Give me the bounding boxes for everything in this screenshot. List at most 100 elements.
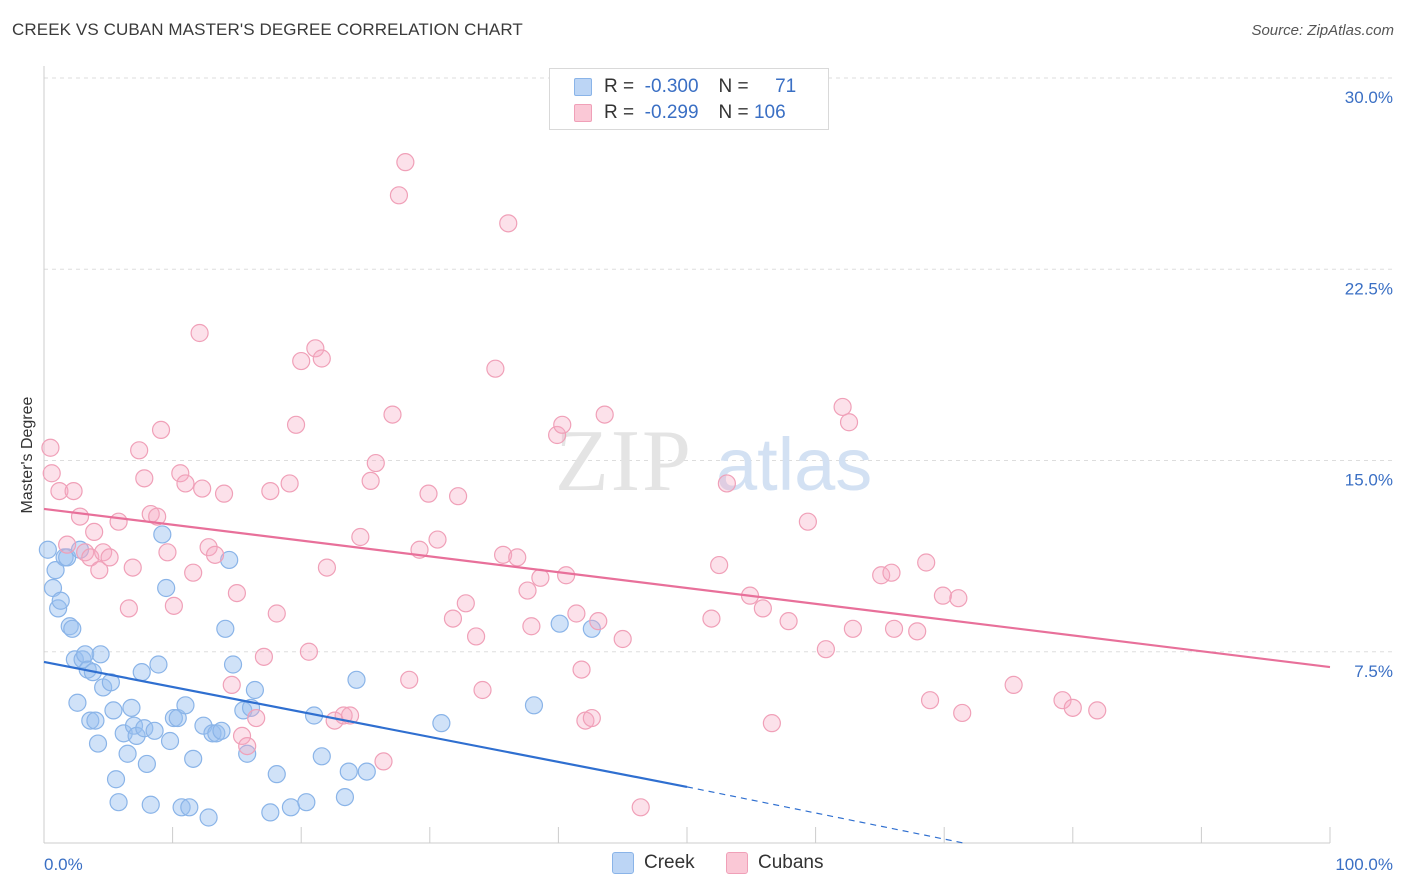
- data-point-creek: [149, 655, 168, 674]
- data-point-cubans: [190, 323, 209, 343]
- data-point-creek: [137, 754, 156, 774]
- data-point-cubans: [383, 405, 402, 424]
- data-point-cubans: [582, 708, 601, 728]
- data-point-cubans: [109, 512, 128, 531]
- data-point-creek: [172, 798, 191, 817]
- chart-title: CREEK VS CUBAN MASTER'S DEGREE CORRELATI…: [12, 20, 523, 39]
- data-point-creek: [199, 808, 218, 827]
- data-point-creek: [207, 724, 226, 743]
- data-point-cubans: [214, 484, 234, 503]
- data-point-creek: [223, 655, 243, 674]
- legend-swatch-cubans: [726, 852, 748, 874]
- trend-line-cubans: [43, 507, 1331, 669]
- x-tick-label: 0.0%: [44, 855, 83, 874]
- data-point-creek: [238, 744, 257, 763]
- data-point-creek: [106, 770, 126, 789]
- data-point-creek: [335, 787, 355, 807]
- data-point-creek: [176, 696, 195, 715]
- data-point-creek: [76, 645, 95, 664]
- data-point-cubans: [567, 604, 586, 623]
- data-point-cubans: [428, 530, 447, 549]
- data-point-cubans: [130, 441, 149, 460]
- data-point-creek: [157, 578, 176, 598]
- data-point-cubans: [553, 415, 572, 434]
- data-points: [38, 153, 1107, 827]
- data-point-cubans: [151, 420, 171, 439]
- data-point-cubans: [798, 512, 817, 531]
- data-point-creek: [212, 721, 231, 740]
- data-point-cubans: [238, 736, 257, 756]
- data-point-creek: [164, 708, 183, 728]
- data-point-creek: [86, 711, 105, 730]
- data-point-cubans: [486, 359, 505, 378]
- legend-n-value: 71: [775, 76, 797, 97]
- data-point-creek: [145, 721, 164, 740]
- data-point-creek: [245, 680, 265, 700]
- data-point-cubans: [41, 438, 60, 457]
- data-point-creek: [267, 765, 286, 784]
- data-point-cubans: [254, 647, 274, 666]
- source-label: Source: ZipAtlas.com: [1251, 22, 1394, 39]
- data-point-cubans: [702, 609, 721, 628]
- data-point-cubans: [312, 349, 331, 368]
- data-point-cubans: [267, 604, 286, 623]
- data-point-cubans: [227, 583, 246, 603]
- data-point-cubans: [306, 339, 325, 358]
- data-point-cubans: [164, 596, 183, 615]
- legend-item-cubans[interactable]: Cubans: [726, 852, 824, 874]
- data-point-cubans: [396, 153, 415, 172]
- data-point-cubans: [232, 726, 252, 746]
- data-point-cubans: [613, 629, 632, 649]
- data-point-cubans: [366, 453, 385, 473]
- data-point-cubans: [443, 609, 463, 628]
- data-point-creek: [550, 614, 569, 633]
- data-point-cubans: [508, 548, 527, 567]
- series-legend: Creek Cubans: [0, 852, 1406, 878]
- data-point-cubans: [286, 415, 306, 434]
- data-point-creek: [339, 762, 358, 781]
- data-point-creek: [141, 795, 160, 814]
- data-point-cubans: [1053, 691, 1072, 710]
- legend-label-creek: Creek: [644, 852, 695, 873]
- data-point-cubans: [50, 482, 69, 501]
- data-point-cubans: [843, 619, 862, 638]
- data-point-cubans: [833, 397, 852, 417]
- data-point-creek: [180, 798, 199, 817]
- data-point-cubans: [448, 487, 468, 506]
- data-point-creek: [357, 762, 376, 781]
- data-point-creek: [109, 793, 128, 812]
- legend-swatch-creek: [612, 852, 634, 874]
- data-point-cubans: [1004, 675, 1023, 695]
- trend-lines: [43, 507, 1331, 844]
- data-point-creek: [220, 550, 239, 570]
- data-point-cubans: [595, 405, 614, 424]
- data-point-creek: [216, 619, 235, 638]
- data-point-cubans: [884, 619, 904, 638]
- legend-r-label: R =: [604, 102, 635, 123]
- data-point-cubans: [589, 612, 608, 631]
- data-point-creek: [524, 696, 544, 715]
- data-point-cubans: [135, 469, 154, 488]
- data-point-creek: [73, 650, 92, 669]
- data-point-creek: [81, 711, 100, 730]
- data-point-creek: [118, 744, 137, 763]
- data-point-creek: [63, 619, 82, 638]
- legend-swatch-creek: [574, 78, 592, 96]
- data-point-cubans: [148, 507, 167, 526]
- data-point-creek: [312, 747, 331, 766]
- data-point-cubans: [1063, 698, 1082, 717]
- data-point-creek: [104, 701, 123, 720]
- data-point-cubans: [717, 474, 736, 493]
- data-point-creek: [38, 540, 57, 559]
- data-point-cubans: [953, 703, 972, 723]
- data-point-cubans: [949, 589, 968, 608]
- legend-swatch-cubans: [574, 104, 592, 122]
- data-point-creek: [297, 793, 316, 812]
- legend-item-creek[interactable]: Creek: [612, 852, 695, 874]
- data-point-creek: [51, 591, 70, 610]
- data-point-cubans: [351, 527, 370, 547]
- axes: [43, 66, 1331, 844]
- data-point-cubans: [557, 566, 576, 585]
- legend-n-value: 106: [753, 102, 786, 123]
- legend-n-label: N =: [718, 76, 749, 97]
